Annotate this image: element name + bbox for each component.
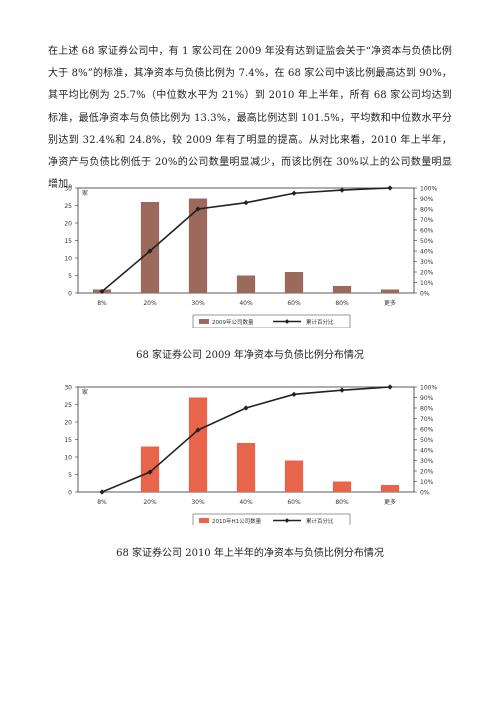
x-tick-label: 40% bbox=[239, 300, 253, 307]
y2-tick-label: 30% bbox=[420, 458, 434, 465]
legend-line-marker bbox=[284, 319, 290, 324]
line-point bbox=[195, 206, 201, 212]
y2-tick-label: 30% bbox=[420, 259, 434, 266]
y-tick-label: 0 bbox=[68, 291, 72, 298]
y2-tick-label: 50% bbox=[420, 238, 434, 245]
bar bbox=[236, 443, 256, 492]
legend-bar-label: 2009年公司数量 bbox=[212, 318, 254, 326]
y2-tick-label: 90% bbox=[420, 395, 434, 402]
y-tick-label: 30 bbox=[64, 186, 72, 193]
chart-2009: 0 5 10 15 20 25 30 0% 10% 20% 30% 40% 50% 60% 70% 80% 90… bbox=[64, 185, 437, 328]
y-tick-label: 10 bbox=[64, 256, 72, 263]
x-tick-label: 80% bbox=[335, 499, 349, 506]
line-point bbox=[387, 384, 393, 390]
x-tick-label: 60% bbox=[287, 300, 301, 307]
x-tick-label: 8% bbox=[97, 499, 107, 506]
y-axis-label: 家 bbox=[82, 189, 88, 197]
line-point bbox=[339, 187, 345, 193]
y2-tick-label: 70% bbox=[420, 416, 434, 423]
y-tick-label: 20 bbox=[64, 221, 72, 228]
y2-tick-label: 50% bbox=[420, 437, 434, 444]
bar bbox=[140, 446, 160, 492]
y-tick-label: 10 bbox=[64, 455, 72, 462]
bar bbox=[380, 485, 400, 492]
line-point bbox=[291, 190, 297, 196]
legend-box bbox=[192, 314, 351, 328]
caption-2010: 68 家证券公司 2010 年上半年的净资本与负债比例分布情况 bbox=[116, 548, 384, 559]
y2-tick-label: 10% bbox=[420, 280, 434, 287]
x-tick-label: 20% bbox=[143, 499, 157, 506]
y-tick-label: 15 bbox=[64, 238, 72, 245]
legend-bar-swatch bbox=[199, 319, 209, 324]
bar bbox=[188, 198, 208, 293]
y2-tick-label: 20% bbox=[420, 270, 434, 277]
y2-tick-label: 60% bbox=[420, 427, 434, 434]
y2-tick-label: 40% bbox=[420, 448, 434, 455]
y2-tick-label: 0% bbox=[420, 490, 430, 497]
body-paragraph: 在上述 68 家证券公司中，有 1 家公司在 2009 年没有达到证监会关于“净… bbox=[48, 46, 452, 191]
y2-tick-label: 80% bbox=[420, 406, 434, 413]
y-tick-label: 5 bbox=[68, 273, 72, 280]
x-tick-label: 更多 bbox=[384, 498, 396, 506]
chart-2010h1: 0 5 10 15 20 25 30 0% 10% 20% 30% 40% 50% 60% 70% 80% 90… bbox=[64, 384, 437, 525]
y-tick-label: 25 bbox=[64, 402, 72, 409]
legend-line-label: 累计百分比 bbox=[306, 318, 334, 326]
line-point bbox=[147, 248, 153, 254]
bar bbox=[284, 460, 304, 492]
line-point bbox=[243, 405, 249, 411]
x-tick-label: 80% bbox=[335, 300, 349, 307]
x-tick-label: 30% bbox=[191, 300, 205, 307]
legend-line-marker bbox=[284, 518, 290, 523]
x-tick-label: 30% bbox=[191, 499, 205, 506]
legend-bar-label: 2010年H1公司数量 bbox=[212, 517, 262, 525]
y2-tick-label: 10% bbox=[420, 479, 434, 486]
y2-tick-label: 70% bbox=[420, 217, 434, 224]
y-tick-label: 5 bbox=[68, 472, 72, 479]
line-point bbox=[291, 391, 297, 397]
line-point bbox=[243, 200, 249, 206]
line-point bbox=[387, 185, 393, 191]
bar bbox=[140, 202, 160, 293]
y-tick-label: 0 bbox=[68, 490, 72, 497]
chart-2010-figure: 0 5 10 15 20 25 30 0% 10% 20% 30% 40% 50% 60% 70% 80% 90… bbox=[48, 377, 452, 525]
chart-2009-figure: 0 5 10 15 20 25 30 0% 10% 20% 30% 40% 50% 60% 70% 80% 90… bbox=[48, 178, 452, 328]
x-tick-label: 8% bbox=[97, 300, 107, 307]
bar bbox=[284, 272, 304, 293]
x-tick-label: 40% bbox=[239, 499, 253, 506]
y2-tick-label: 40% bbox=[420, 249, 434, 256]
y-tick-label: 30 bbox=[64, 385, 72, 392]
y-axis-label: 家 bbox=[82, 388, 88, 396]
bar bbox=[236, 275, 256, 293]
bar bbox=[188, 397, 208, 492]
y2-tick-label: 100% bbox=[420, 385, 437, 392]
x-tick-label: 20% bbox=[143, 300, 157, 307]
y2-tick-label: 20% bbox=[420, 469, 434, 476]
bar bbox=[380, 289, 400, 293]
bar bbox=[332, 481, 352, 492]
y2-tick-label: 90% bbox=[420, 196, 434, 203]
y2-tick-label: 0% bbox=[420, 291, 430, 298]
caption-2009: 68 家证券公司 2009 年净资本与负债比例分布情况 bbox=[136, 350, 364, 361]
y2-tick-label: 60% bbox=[420, 228, 434, 235]
y2-tick-label: 80% bbox=[420, 207, 434, 214]
y-tick-label: 25 bbox=[64, 203, 72, 210]
legend-bar-swatch bbox=[199, 518, 209, 523]
line-point bbox=[99, 489, 105, 495]
y-tick-label: 20 bbox=[64, 420, 72, 427]
x-tick-label: 更多 bbox=[384, 299, 396, 307]
y-tick-label: 15 bbox=[64, 437, 72, 444]
bar bbox=[332, 286, 352, 293]
y2-tick-label: 100% bbox=[420, 186, 437, 193]
x-tick-label: 60% bbox=[287, 499, 301, 506]
legend-line-label: 累计百分比 bbox=[306, 517, 334, 525]
line-point bbox=[339, 387, 345, 393]
legend-box bbox=[192, 513, 351, 525]
